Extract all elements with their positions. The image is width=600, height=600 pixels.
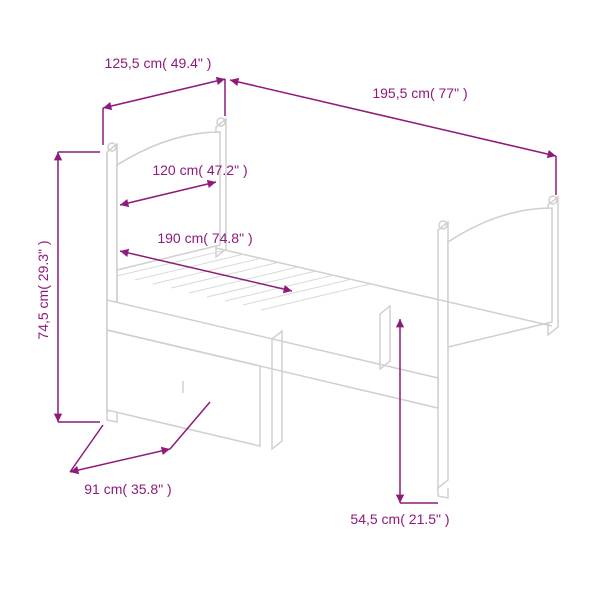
footboard-h-label: 54,5 cm: [350, 511, 400, 527]
height-label: 74,5 cm: [35, 290, 51, 340]
dim-length-top: 195,5 cm( 77" ): [230, 80, 556, 195]
svg-text:125,5 cm( 49.4" ): 125,5 cm( 49.4" ): [105, 55, 212, 71]
inner-length-label: 190 cm: [157, 230, 203, 246]
inner-width-label: 120 cm: [152, 162, 198, 178]
dim-footboard-height: 54,5 cm( 21.5" ): [350, 319, 449, 527]
depth-side-label: 91 cm: [84, 481, 122, 497]
svg-text:91 cm( 35.8" ): 91 cm( 35.8" ): [84, 481, 171, 497]
svg-text:120 cm( 47.2" ): 120 cm( 47.2" ): [152, 162, 247, 178]
width-top-label: 125,5 cm: [105, 55, 163, 71]
svg-text:195,5 cm( 77" ): 195,5 cm( 77" ): [372, 85, 467, 101]
length-top-label: 195,5 cm: [372, 85, 430, 101]
svg-text:74,5 cm( 29.3" ): 74,5 cm( 29.3" ): [35, 240, 51, 339]
dim-height: 74,5 cm( 29.3" ): [35, 152, 100, 422]
svg-text:54,5 cm( 21.5" ): 54,5 cm( 21.5" ): [350, 511, 449, 527]
dim-width-top: 125,5 cm( 49.4" ): [103, 55, 225, 145]
bed-dimension-diagram: 125,5 cm( 49.4" ) 195,5 cm( 77" ) 120 cm…: [0, 0, 600, 600]
svg-text:190 cm( 74.8" ): 190 cm( 74.8" ): [157, 230, 252, 246]
